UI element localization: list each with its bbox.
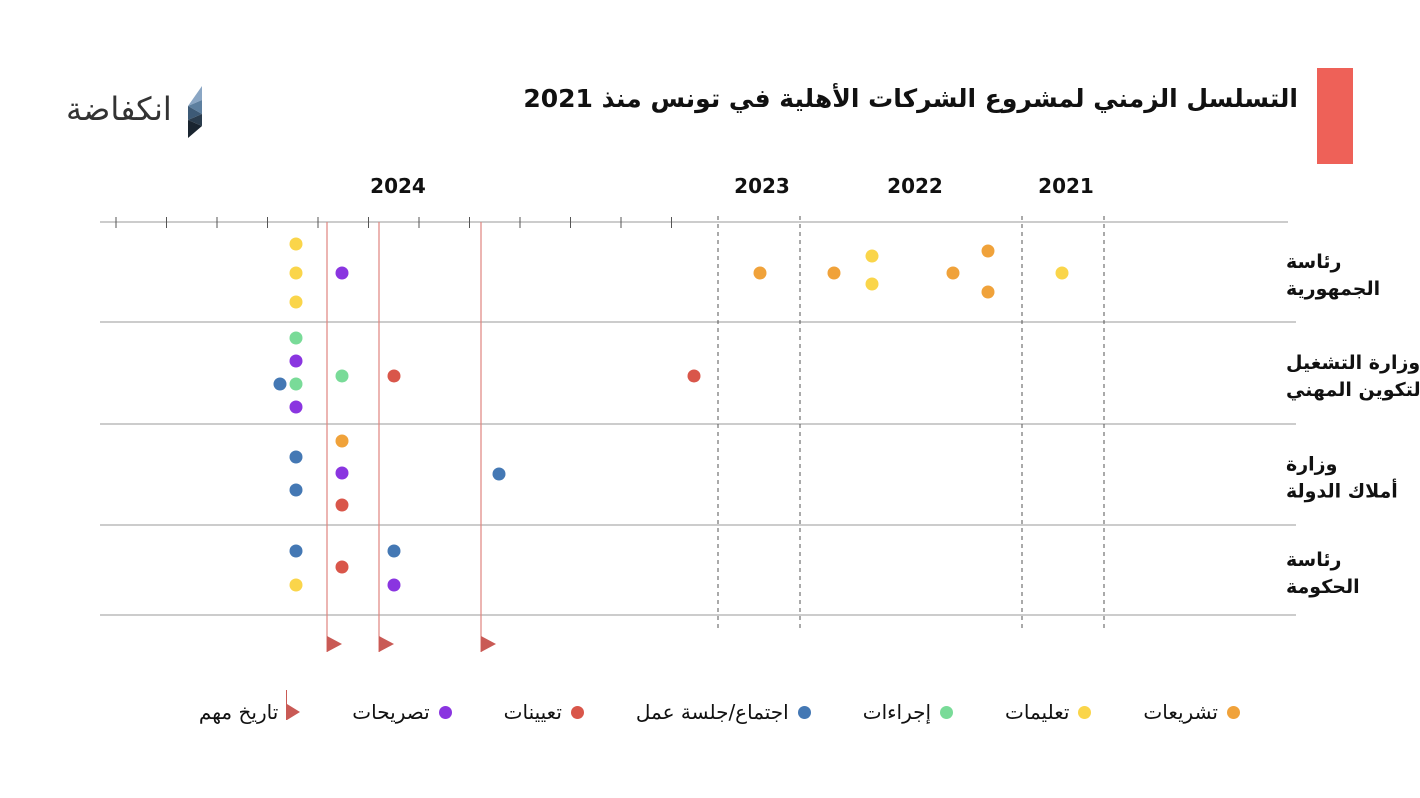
event-point-legislation: [981, 285, 995, 299]
event-point-statements: [335, 266, 349, 280]
legend-item-meeting: اجتماع/جلسة عمل: [636, 700, 811, 724]
event-point-meeting: [273, 377, 287, 391]
event-point-appointments: [387, 369, 401, 383]
legend-swatch: [570, 705, 584, 719]
event-point-meeting: [289, 483, 303, 497]
event-point-procedures: [289, 331, 303, 345]
event-point-instructions: [289, 295, 303, 309]
event-point-meeting: [289, 450, 303, 464]
year-label-2021: 2021: [1038, 174, 1094, 198]
layered-triangle-logo-icon: [188, 86, 202, 138]
legend-label: إجراءات: [862, 700, 932, 724]
event-point-legislation: [946, 266, 960, 280]
legend-label: تشريعات: [1143, 700, 1218, 724]
legend-swatch: [1227, 705, 1240, 719]
row-label: رئاسة: [1286, 251, 1341, 273]
legend-item-statements: تصريحات: [352, 700, 452, 724]
important-dates: [326, 222, 496, 652]
event-point-appointments: [687, 369, 701, 383]
legend-swatch: [438, 705, 452, 719]
grid-layer: [100, 216, 1296, 628]
event-point-statements: [335, 466, 349, 480]
row-label: وزارة التشغيل: [1286, 352, 1420, 374]
legend-item-instructions: تعليمات: [1005, 700, 1092, 724]
year-labels: 2021 2022 2023 2024: [370, 174, 1094, 198]
row-label: الجمهورية: [1286, 278, 1380, 300]
important-date-flag: [379, 636, 394, 652]
event-point-legislation: [753, 266, 767, 280]
event-point-instructions: [1055, 266, 1069, 280]
legend-swatch: [1078, 705, 1092, 719]
row-label: أملاك الدولة: [1286, 479, 1398, 503]
event-point-appointments: [335, 498, 349, 512]
legend-label: تعيينات: [503, 700, 562, 724]
event-point-appointments: [335, 560, 349, 574]
row-label: والتكوين المهني: [1286, 379, 1420, 401]
legend-swatch: [797, 705, 811, 719]
event-point-legislation: [335, 434, 349, 448]
logo-text: انكفاضة: [66, 90, 172, 128]
event-point-instructions: [289, 266, 303, 280]
legend-label: تعليمات: [1005, 700, 1070, 724]
event-point-instructions: [865, 277, 879, 291]
year-label-2022: 2022: [887, 174, 943, 198]
important-date-flag: [481, 636, 496, 652]
event-point-legislation: [827, 266, 841, 280]
row-label: الحكومة: [1286, 576, 1360, 598]
important-date-flag: [327, 636, 342, 652]
chart-title: التسلسل الزمني لمشروع الشركات الأهلية في…: [523, 84, 1298, 113]
event-point-meeting: [289, 544, 303, 558]
year-label-2024: 2024: [370, 174, 426, 198]
event-point-meeting: [387, 544, 401, 558]
timeline-chart: 2021 2022 2023 2024 رئاسة الجمهورية وزارة الت…: [100, 174, 1420, 652]
accent-bar: [1317, 68, 1353, 164]
event-point-instructions: [289, 578, 303, 592]
legend-label: تاريخ مهم: [198, 700, 279, 724]
legend-item-important-date: تاريخ مهم: [198, 690, 301, 724]
event-point-statements: [289, 354, 303, 368]
row-labels: رئاسة الجمهورية وزارة التشغيل والتكوين المه…: [1286, 251, 1420, 598]
event-point-instructions: [865, 249, 879, 263]
legend-swatch: [940, 705, 954, 719]
event-point-meeting: [492, 467, 506, 481]
legend-item-procedures: إجراءات: [862, 700, 954, 724]
row-label: وزارة: [1286, 454, 1337, 476]
legend-label: تصريحات: [352, 700, 430, 724]
event-point-instructions: [289, 237, 303, 251]
event-point-legislation: [981, 244, 995, 258]
event-point-statements: [289, 400, 303, 414]
event-point-procedures: [289, 377, 303, 391]
legend: تشريعات تعليمات إجراءات اجتماع/جلسة عمل تعيي…: [147, 690, 1240, 724]
legend-label: اجتماع/جلسة عمل: [635, 700, 789, 724]
year-label-2023: 2023: [734, 174, 790, 198]
legend-item-appointments: تعيينات: [504, 700, 584, 724]
legend-item-legislation: تشريعات: [1143, 700, 1240, 724]
row-label: رئاسة: [1286, 549, 1341, 571]
event-points: [273, 237, 1069, 592]
flag-icon: [286, 690, 301, 720]
event-point-statements: [387, 578, 401, 592]
event-point-procedures: [335, 369, 349, 383]
